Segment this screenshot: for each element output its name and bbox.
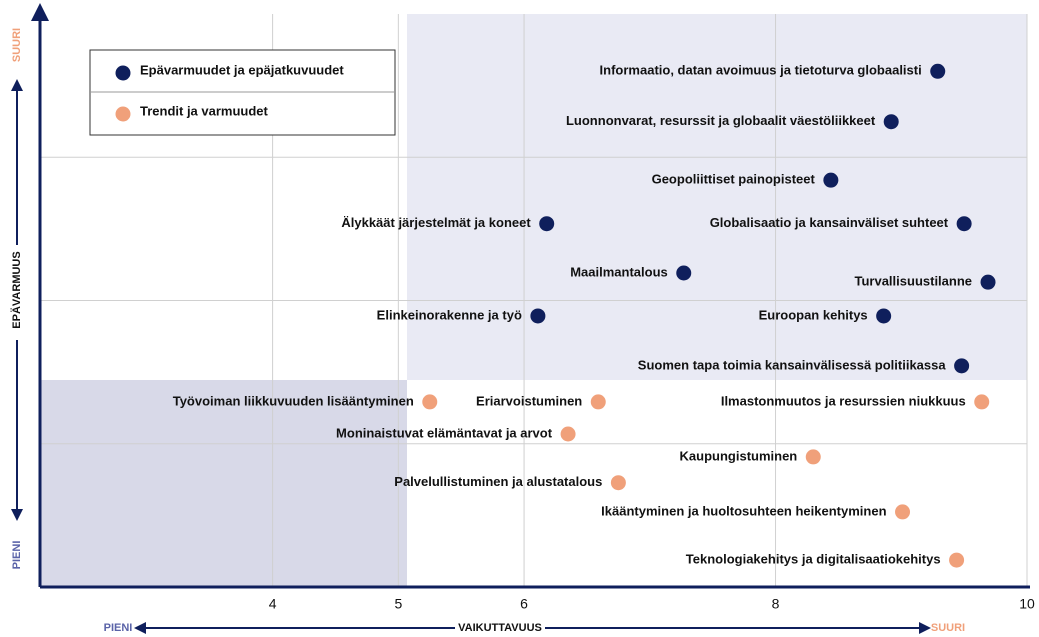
- x-low-label: PIENI: [104, 622, 133, 634]
- point: [422, 394, 438, 410]
- point: [895, 504, 911, 520]
- point: [539, 216, 555, 232]
- point: [805, 449, 821, 465]
- point: [954, 358, 970, 374]
- x-tick-label: 5: [394, 596, 402, 612]
- x-tick-label: 8: [772, 596, 780, 612]
- x-high-label: SUURI: [931, 622, 965, 634]
- quadrant-shade: [407, 14, 1027, 380]
- point-label: Työvoiman liikkuvuuden lisääntyminen: [173, 393, 414, 408]
- point-label: Moninaistuvat elämäntavat ja arvot: [336, 425, 553, 440]
- point: [980, 274, 996, 290]
- legend-label: Trendit ja varmuudet: [140, 103, 269, 118]
- point: [876, 308, 892, 324]
- point-label: Suomen tapa toimia kansainvälisessä poli…: [638, 357, 947, 372]
- point-label: Älykkäät järjestelmät ja koneet: [341, 215, 531, 230]
- point: [560, 426, 576, 442]
- y-high-label: SUURI: [11, 28, 23, 62]
- point: [956, 216, 972, 232]
- point-label: Geopoliittiset painopisteet: [652, 172, 816, 187]
- point-label: Elinkeinorakenne ja työ: [377, 307, 522, 322]
- quadrant-shade: [40, 380, 407, 587]
- point: [676, 265, 692, 281]
- point-label: Maailmantalous: [570, 264, 668, 279]
- y-axis-label: EPÄVARMUUS: [10, 251, 23, 328]
- point-label: Ikääntyminen ja huoltosuhteen heikentymi…: [601, 503, 886, 518]
- x-tick-label: 10: [1019, 596, 1035, 612]
- point-label: Informaatio, datan avoimuus ja tietoturv…: [600, 63, 922, 78]
- point-label: Ilmastonmuutos ja resurssien niukkuus: [721, 393, 966, 408]
- legend-marker: [115, 106, 131, 122]
- point-label: Luonnonvarat, resurssit ja globaalit väe…: [566, 113, 876, 128]
- point: [610, 475, 626, 491]
- point-label: Euroopan kehitys: [759, 307, 868, 322]
- x-tick-label: 4: [269, 596, 277, 612]
- point-label: Globalisaatio ja kansainväliset suhteet: [710, 215, 949, 230]
- legend-label: Epävarmuudet ja epäjatkuvuudet: [140, 62, 344, 77]
- point-label: Kaupungistuminen: [680, 448, 798, 463]
- x-axis-label: VAIKUTTAVUUS: [458, 622, 542, 634]
- point: [949, 552, 965, 568]
- point-label: Teknologiakehitys ja digitalisaatiokehit…: [686, 552, 941, 567]
- point-label: Turvallisuustilanne: [855, 274, 973, 289]
- x-tick-label: 6: [520, 596, 528, 612]
- point: [930, 63, 946, 79]
- legend-marker: [115, 65, 131, 81]
- y-low-label: PIENI: [11, 541, 23, 570]
- point-label: Eriarvoistuminen: [476, 393, 582, 408]
- point: [823, 172, 839, 188]
- point-label: Palvelullistuminen ja alustatalous: [394, 474, 602, 489]
- point: [590, 394, 606, 410]
- point: [883, 114, 899, 130]
- point: [530, 308, 546, 324]
- point: [974, 394, 990, 410]
